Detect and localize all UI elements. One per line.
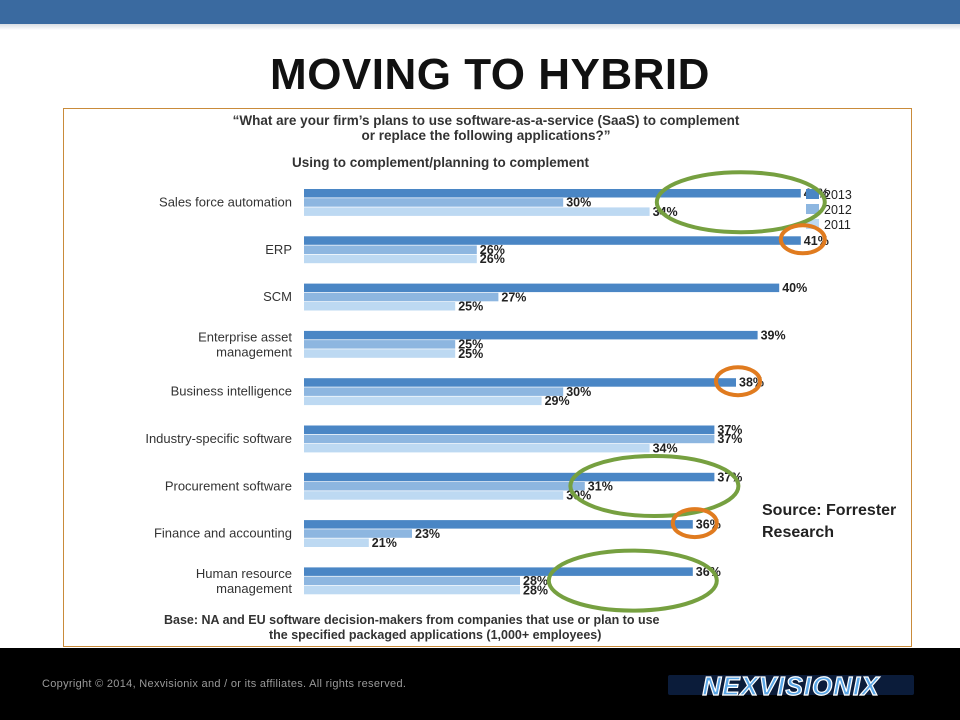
category-label-enterprise-asset-management: Enterprise asset — [198, 329, 292, 344]
data-label-erp-2011: 26% — [480, 252, 505, 266]
highlight-ellipse-sales-force-automation — [654, 170, 827, 235]
data-label-industry-specific-software-2011: 34% — [653, 441, 678, 455]
source-note: Source: Forrester Research — [762, 502, 897, 541]
copyright-text: Copyright © 2014, Nexvisionix and / or i… — [42, 678, 407, 690]
data-label-finance-and-accounting-2011: 21% — [372, 536, 397, 550]
chart-frame: “What are your firm’s plans to use softw… — [63, 108, 912, 647]
data-label-industry-specific-software-2012: 37% — [717, 432, 742, 446]
bar-human-resource-management-2011 — [304, 585, 520, 595]
base-note-line1: Base: NA and EU software decision-makers… — [164, 613, 660, 627]
base-note-line2: the specified packaged applications (1,0… — [269, 628, 601, 642]
category-label-human-resource-management: management — [216, 581, 292, 596]
bar-scm-2011 — [304, 302, 456, 311]
chart-subtitle: Using to complement/planning to compleme… — [292, 155, 590, 170]
data-label-scm-2013: 40% — [782, 281, 807, 295]
highlight-ellipses — [546, 170, 827, 613]
data-label-industry-specific-software-2013: 37% — [717, 423, 742, 437]
data-label-procurement-software-2012: 31% — [588, 480, 613, 494]
bar-enterprise-asset-management-2013 — [304, 330, 758, 340]
data-label-business-intelligence-2011: 29% — [545, 394, 570, 408]
nexvisionix-logo: NEXVISIONIX — [668, 670, 914, 702]
data-label-scm-2012: 27% — [501, 290, 526, 304]
slide-title: MOVING TO HYBRID — [270, 50, 710, 99]
highlight-ellipse-erp — [778, 223, 827, 256]
bar-enterprise-asset-management-2011 — [304, 349, 456, 358]
bar-erp-2013 — [304, 236, 801, 245]
category-label-sales-force-automation: Sales force automation — [159, 194, 292, 209]
bar-sales-force-automation-2011 — [304, 207, 650, 216]
bar-procurement-software-2011 — [304, 491, 564, 500]
data-label-scm-2011: 25% — [458, 300, 483, 314]
bar-business-intelligence-2011 — [304, 396, 542, 406]
bar-sales-force-automation-2013 — [304, 189, 801, 198]
bar-erp-2011 — [304, 254, 477, 264]
legend-label-2012: 2012 — [824, 203, 852, 217]
chart-question-line1: “What are your firm’s plans to use softw… — [233, 113, 740, 128]
category-label-business-intelligence: Business intelligence — [171, 384, 292, 399]
category-label-industry-specific-software: Industry-specific software — [145, 431, 292, 446]
bar-business-intelligence-2012 — [304, 387, 564, 396]
highlight-ellipse-human-resource-management — [546, 548, 719, 613]
svg-text:NEXVISIONIX: NEXVISIONIX — [702, 671, 880, 701]
bars-group: Sales force automation41%30%34%ERP41%26%… — [145, 187, 829, 598]
data-label-business-intelligence-2012: 30% — [566, 385, 591, 399]
category-label-enterprise-asset-management: management — [216, 344, 292, 359]
bar-industry-specific-software-2012 — [304, 434, 715, 444]
chart-question-line2: or replace the following applications?” — [361, 128, 610, 143]
highlight-ellipse-procurement-software — [568, 454, 741, 518]
data-label-human-resource-management-2012: 28% — [523, 574, 548, 588]
bar-finance-and-accounting-2012 — [304, 529, 412, 538]
legend-swatch-2011 — [806, 219, 819, 229]
bar-human-resource-management-2013 — [304, 567, 693, 576]
bar-sales-force-automation-2012 — [304, 198, 564, 207]
data-label-enterprise-asset-management-2012: 25% — [458, 338, 483, 352]
bar-business-intelligence-2013 — [304, 378, 736, 387]
bar-human-resource-management-2012 — [304, 576, 520, 586]
bar-procurement-software-2013 — [304, 472, 715, 482]
legend-label-2011: 2011 — [824, 218, 851, 232]
bar-scm-2012 — [304, 292, 499, 302]
data-label-sales-force-automation-2012: 30% — [566, 196, 591, 210]
data-label-finance-and-accounting-2012: 23% — [415, 527, 440, 541]
footer: Copyright © 2014, Nexvisionix and / or i… — [0, 648, 960, 720]
data-label-enterprise-asset-management-2011: 25% — [458, 347, 483, 361]
legend-swatch-2013 — [806, 189, 819, 199]
top-accent-bar — [0, 0, 960, 24]
data-label-human-resource-management-2011: 28% — [523, 583, 548, 597]
highlight-ellipse-business-intelligence — [714, 365, 762, 398]
legend-label-2013: 2013 — [824, 188, 852, 202]
category-label-human-resource-management: Human resource — [196, 566, 292, 581]
bar-scm-2013 — [304, 283, 780, 293]
highlight-ellipse-finance-and-accounting — [670, 507, 719, 540]
category-label-procurement-software: Procurement software — [165, 478, 292, 493]
category-label-erp: ERP — [265, 242, 292, 257]
bar-erp-2012 — [304, 245, 477, 254]
bar-industry-specific-software-2013 — [304, 425, 715, 434]
bar-procurement-software-2012 — [304, 482, 585, 491]
category-label-finance-and-accounting: Finance and accounting — [154, 526, 292, 541]
bar-industry-specific-software-2011 — [304, 443, 650, 453]
category-label-scm: SCM — [263, 289, 292, 304]
data-label-erp-2012: 26% — [480, 243, 505, 257]
bar-enterprise-asset-management-2012 — [304, 340, 456, 349]
data-label-enterprise-asset-management-2013: 39% — [761, 328, 786, 342]
top-shadow — [0, 24, 960, 30]
bar-finance-and-accounting-2011 — [304, 538, 369, 547]
legend-swatch-2012 — [806, 204, 819, 214]
bar-chart: “What are your firm’s plans to use softw… — [145, 113, 852, 642]
bar-finance-and-accounting-2013 — [304, 520, 693, 529]
